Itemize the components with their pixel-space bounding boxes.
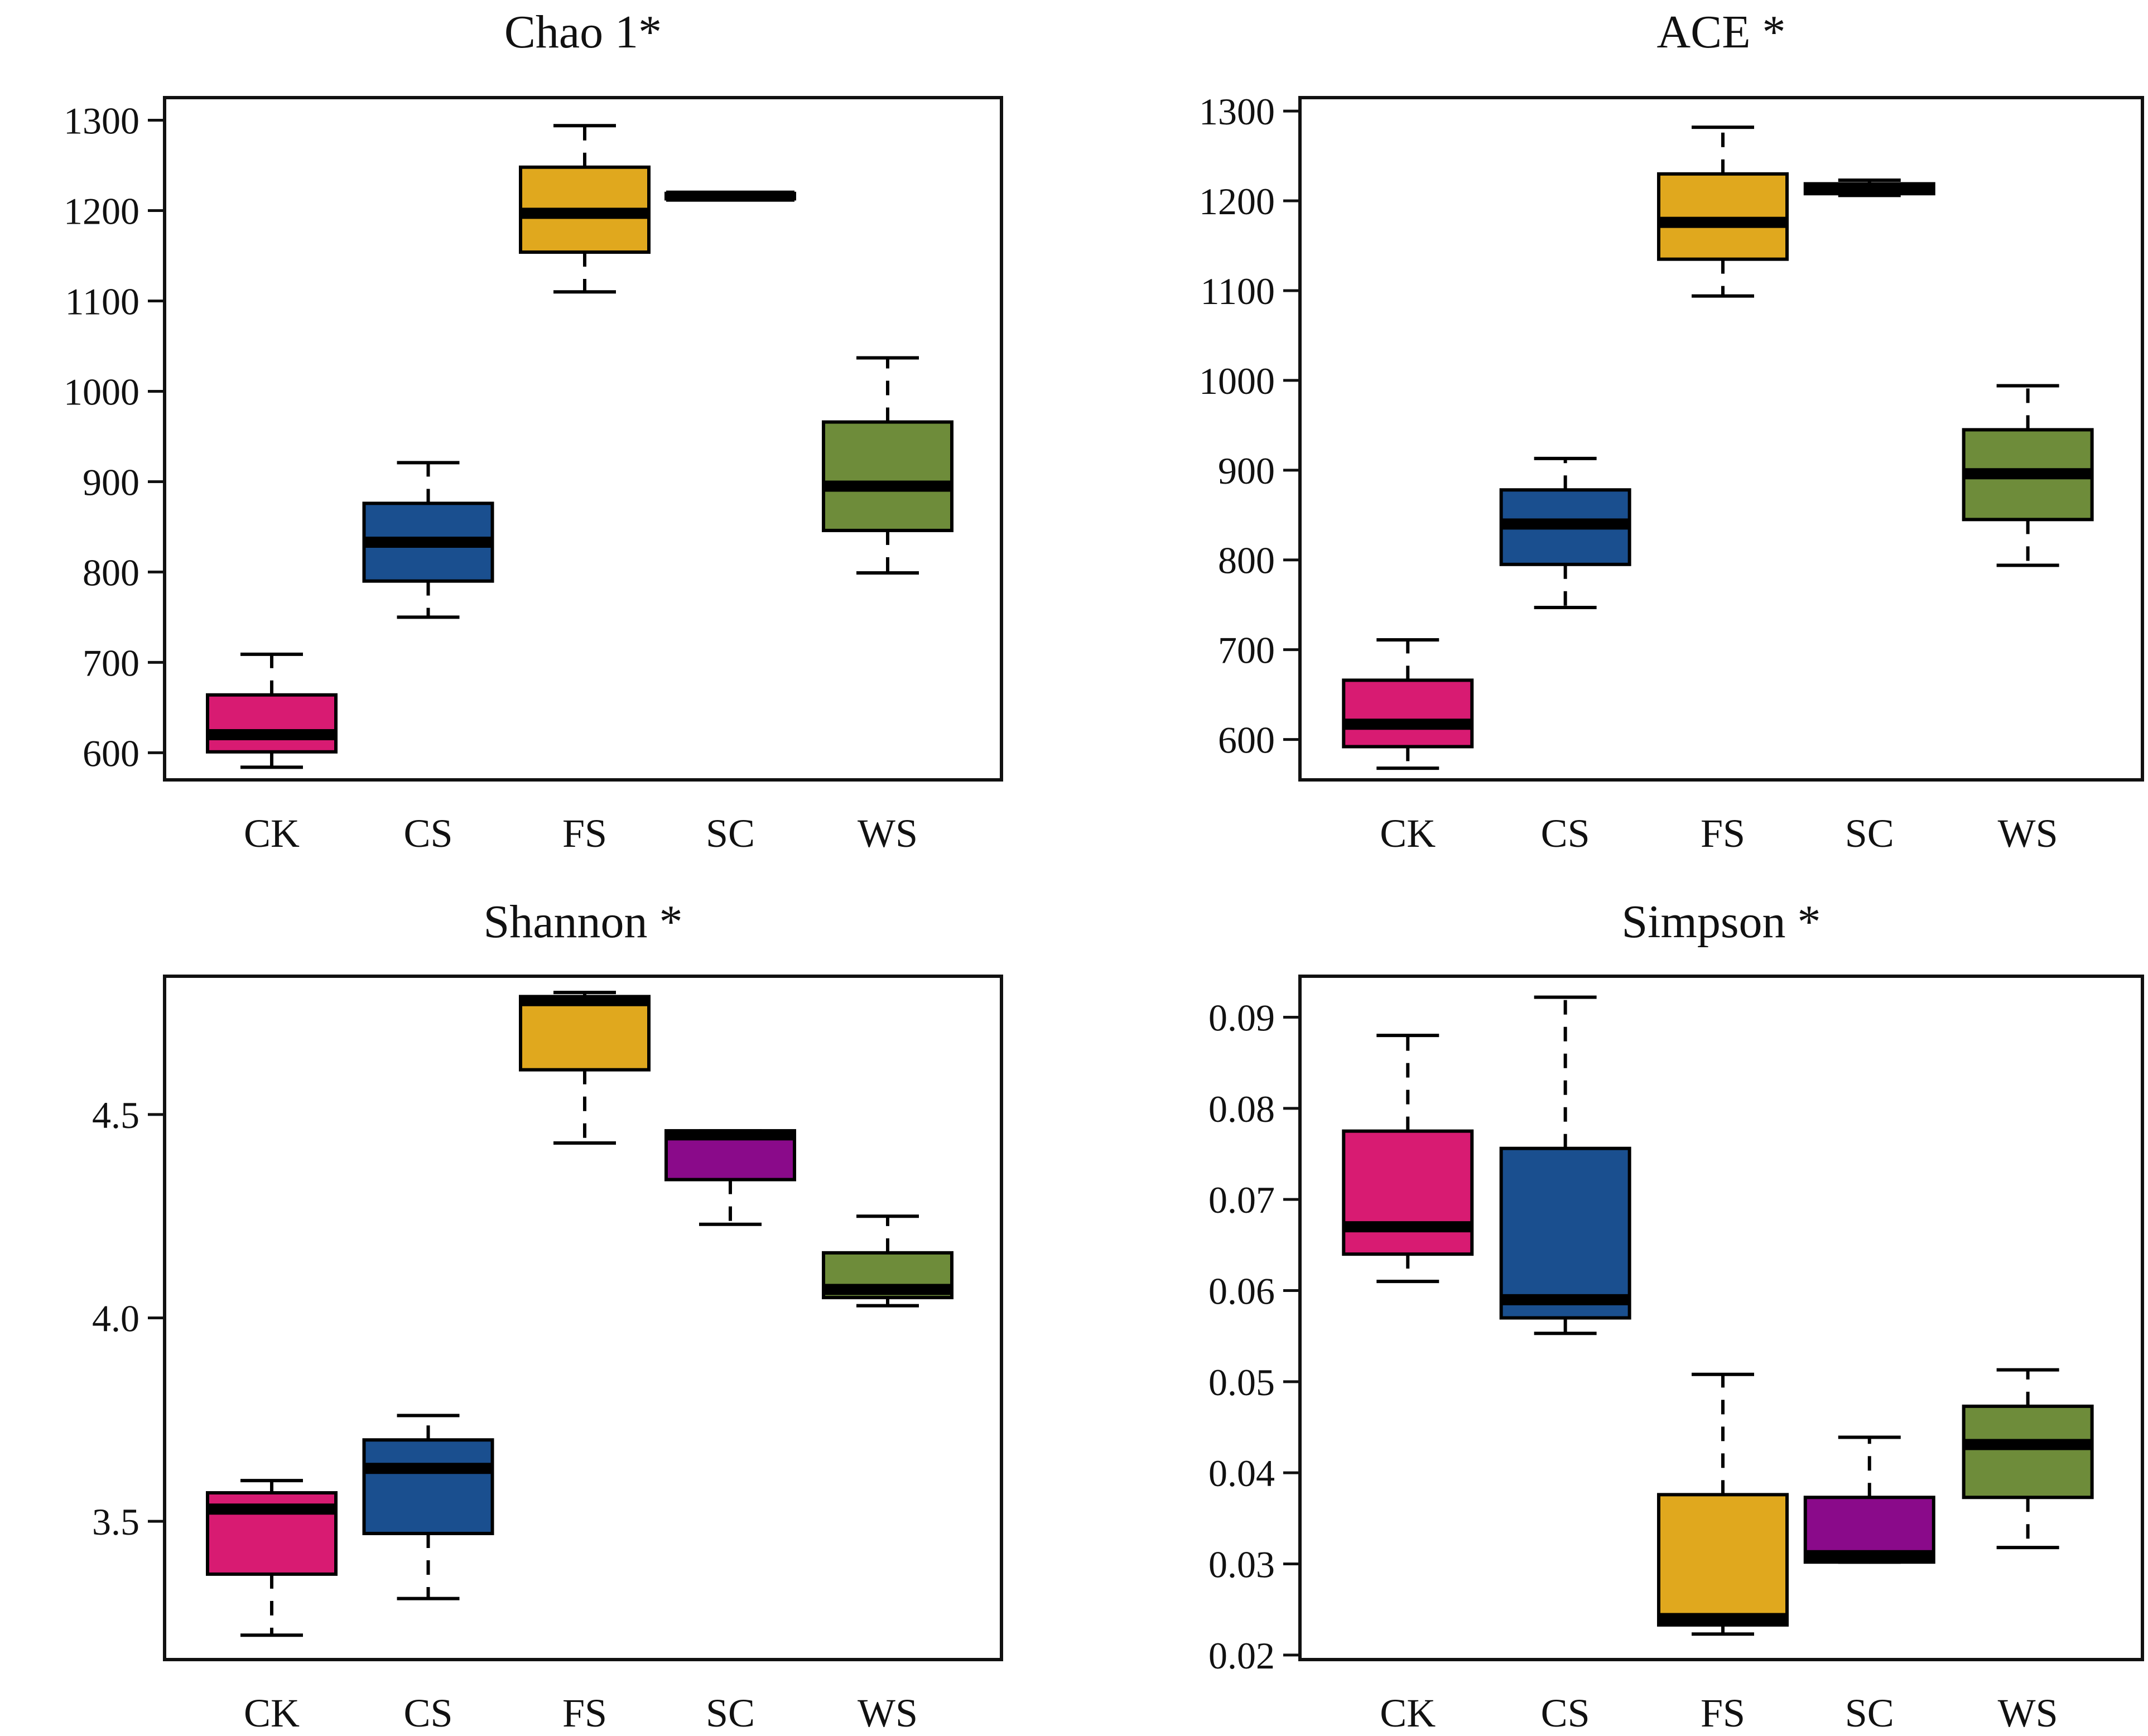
y-tick-label: 0.03 xyxy=(1208,1544,1275,1586)
box-cs xyxy=(362,461,494,619)
y-tick-label: 4.5 xyxy=(92,1094,139,1136)
y-tick-label: 1100 xyxy=(65,280,139,322)
y-tick-label: 4.0 xyxy=(92,1298,139,1340)
y-tick-label: 900 xyxy=(1218,450,1275,492)
y-tick-label: 700 xyxy=(1218,629,1275,672)
chart-title: Simpson * xyxy=(1621,896,1820,948)
box-ws xyxy=(1962,384,2094,567)
chart-title: Chao 1* xyxy=(504,6,662,58)
y-tick-label: 1300 xyxy=(1199,90,1275,133)
chart-panel-1: Chao 1* 600 700 800 900 1000 1100 1200 1300 CK CS F… xyxy=(64,6,1003,856)
y-tick-label: 800 xyxy=(1218,539,1275,582)
y-tick-label: 900 xyxy=(83,461,139,503)
y-tick-label: 0.06 xyxy=(1208,1270,1275,1313)
y-tick-label: 700 xyxy=(83,642,139,684)
iqr-box xyxy=(519,995,651,1072)
box-fs xyxy=(519,124,651,294)
chart-title: Shannon * xyxy=(484,896,683,948)
chart-panel-2: ACE * 600 700 800 900 1000 1100 1200 1300 CK CS FS S… xyxy=(1199,6,2144,856)
plot-frame xyxy=(1298,975,2144,1661)
box-fs xyxy=(1657,126,1789,298)
x-category-label: CK xyxy=(244,811,300,856)
box-ws xyxy=(822,356,953,575)
y-tick-label: 1200 xyxy=(64,190,139,232)
x-category-label: WS xyxy=(858,811,918,856)
y-tick-label: 1200 xyxy=(1199,180,1275,223)
plot-frame xyxy=(1298,96,2144,782)
box-cs xyxy=(1499,456,1631,610)
box-cs xyxy=(1499,995,1631,1335)
y-tick-label: 1100 xyxy=(1201,270,1275,312)
y-tick-label: 1300 xyxy=(64,99,139,142)
x-category-label: CS xyxy=(1541,811,1590,856)
chart-panel-4: Simpson * 0.02 0.03 0.04 0.05 0.06 0.07 0.08 0.0… xyxy=(1208,896,2144,1735)
y-tick-label: 600 xyxy=(1218,719,1275,761)
box-sc xyxy=(664,1129,796,1226)
iqr-box xyxy=(1962,1404,2094,1499)
x-category-label: FS xyxy=(1701,1691,1745,1733)
x-category-label: FS xyxy=(562,1691,607,1733)
x-category-label: WS xyxy=(858,1691,918,1733)
box-ck xyxy=(1342,638,1474,770)
x-category-label: SC xyxy=(1845,1691,1894,1733)
x-category-label: CK xyxy=(244,1691,300,1733)
y-tick-label: 0.09 xyxy=(1208,997,1275,1039)
iqr-box xyxy=(1657,1493,1789,1627)
x-category-label: WS xyxy=(1998,1691,2058,1733)
box-ws xyxy=(1962,1368,2094,1550)
y-tick-label: 0.08 xyxy=(1208,1088,1275,1130)
iqr-box xyxy=(1499,1146,1631,1320)
box-ck xyxy=(206,652,338,769)
x-category-label: FS xyxy=(1701,811,1745,856)
chart-panel-3: Shannon * 3.5 4.0 4.5 CK CS FS SC WS xyxy=(92,896,1003,1735)
y-tick-label: 0.02 xyxy=(1208,1634,1275,1677)
box-sc xyxy=(1803,1435,1935,1564)
y-tick-label: 0.07 xyxy=(1208,1179,1275,1221)
x-category-label: CS xyxy=(1541,1691,1590,1733)
y-tick-label: 600 xyxy=(83,732,139,774)
x-category-label: SC xyxy=(706,1691,755,1733)
iqr-box xyxy=(362,1438,494,1535)
x-category-label: CS xyxy=(403,811,452,856)
iqr-box xyxy=(1342,678,1474,749)
box-ck xyxy=(1342,1034,1474,1284)
iqr-box xyxy=(1342,1129,1474,1256)
y-tick-label: 0.04 xyxy=(1208,1452,1275,1494)
x-category-label: WS xyxy=(1998,811,2058,856)
box-sc xyxy=(664,190,796,202)
x-category-label: CK xyxy=(1380,1691,1436,1733)
box-fs xyxy=(519,991,651,1145)
x-category-label: CS xyxy=(403,1691,452,1733)
x-category-label: SC xyxy=(706,811,755,856)
iqr-box xyxy=(206,693,338,754)
box-cs xyxy=(362,1414,494,1600)
x-category-label: SC xyxy=(1845,811,1894,856)
plot-frame xyxy=(163,96,1003,782)
x-category-label: FS xyxy=(562,811,607,856)
box-ws xyxy=(822,1214,953,1308)
iqr-box xyxy=(1657,172,1789,261)
y-tick-label: 0.05 xyxy=(1208,1361,1275,1404)
box-fs xyxy=(1657,1372,1789,1636)
y-tick-label: 3.5 xyxy=(92,1501,139,1543)
box-ck xyxy=(206,1479,338,1637)
chart-title: ACE * xyxy=(1657,6,1786,58)
iqr-box xyxy=(822,420,953,532)
x-category-label: CK xyxy=(1380,811,1436,856)
y-tick-label: 1000 xyxy=(64,370,139,413)
y-tick-label: 800 xyxy=(83,551,139,594)
box-sc xyxy=(1803,179,1935,197)
y-tick-label: 1000 xyxy=(1199,360,1275,402)
